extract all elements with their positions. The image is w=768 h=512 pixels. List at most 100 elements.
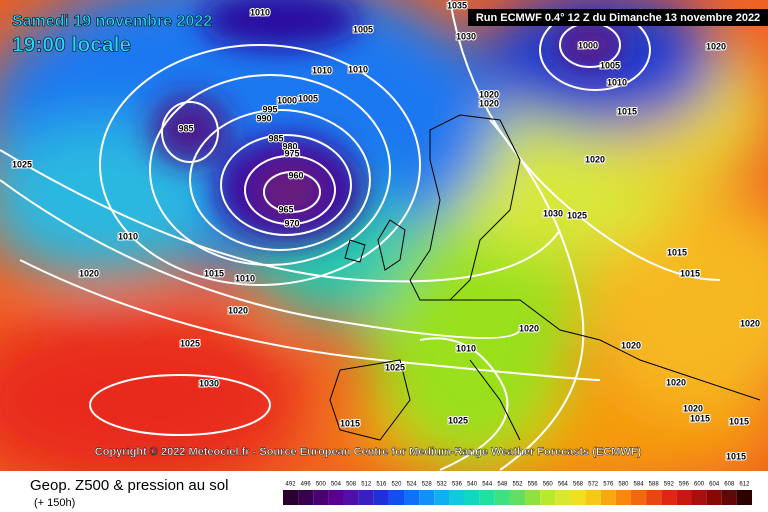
isobar-label: 1005 bbox=[298, 93, 318, 103]
isobar-label: 970 bbox=[284, 218, 299, 228]
isobar-label: 1020 bbox=[479, 89, 499, 99]
isobar-label: 1015 bbox=[726, 451, 746, 461]
forecast-time: 19:00 locale bbox=[12, 34, 131, 57]
isobar-label: 1010 bbox=[235, 273, 255, 283]
colorbar-swatch bbox=[615, 490, 631, 505]
isobar-label: 1005 bbox=[600, 60, 620, 70]
colorbar-tick-label: 560 bbox=[543, 482, 554, 488]
isobar-label: 960 bbox=[288, 170, 303, 180]
isobar-label: 1020 bbox=[228, 305, 248, 315]
colorbar-tick-label: 544 bbox=[482, 482, 493, 488]
colorbar-swatch bbox=[736, 490, 752, 505]
colorbar-swatch bbox=[525, 490, 541, 505]
colorbar-tick-label: 568 bbox=[573, 482, 584, 488]
isobar-label: 985 bbox=[178, 123, 193, 133]
colorbar-tick-label: 504 bbox=[331, 482, 342, 488]
colorbar-swatch bbox=[721, 490, 737, 505]
isobar-label: 1015 bbox=[667, 247, 687, 257]
isobar-label: 1025 bbox=[180, 338, 200, 348]
colorbar-tick-label: 520 bbox=[391, 482, 402, 488]
colorbar-swatch bbox=[328, 490, 344, 505]
isobar-label: 1015 bbox=[204, 268, 224, 278]
isobar-label: 1015 bbox=[340, 418, 360, 428]
colorbar-swatch bbox=[585, 490, 601, 505]
isobar-label: 1030 bbox=[456, 31, 476, 41]
colorbar-swatch bbox=[706, 490, 722, 505]
colorbar-tick-label: 524 bbox=[407, 482, 418, 488]
isobar-label: 1000 bbox=[277, 95, 297, 105]
run-info: Run ECMWF 0.4° 12 Z du Dimanche 13 novem… bbox=[476, 12, 760, 24]
colorbar-tick-label: 584 bbox=[634, 482, 645, 488]
footer-title: Geop. Z500 & pression au sol bbox=[30, 477, 228, 494]
isobar-label: 1030 bbox=[199, 378, 219, 388]
isobar-label: 1000 bbox=[578, 40, 598, 50]
isobar-label: 1015 bbox=[617, 106, 637, 116]
colorbar-tick-label: 508 bbox=[346, 482, 357, 488]
forecast-date: Samedi 19 novembre 2022 bbox=[12, 13, 212, 30]
colorbar-swatch bbox=[388, 490, 405, 505]
colorbar-swatch bbox=[404, 490, 420, 505]
colorbar-swatch bbox=[570, 490, 586, 505]
footer-subtitle: (+ 150h) bbox=[34, 497, 75, 509]
isobar-label: 1020 bbox=[666, 377, 686, 387]
colorbar-swatch bbox=[479, 490, 495, 505]
isobar-label: 1020 bbox=[479, 98, 499, 108]
colorbar-tick-label: 552 bbox=[512, 482, 523, 488]
isobar-label: 1025 bbox=[567, 210, 587, 220]
isobar-label: 1025 bbox=[385, 362, 405, 372]
colorbar-tick-label: 500 bbox=[316, 482, 327, 488]
colorbar-tick-label: 572 bbox=[588, 482, 599, 488]
colorbar-swatch bbox=[358, 490, 374, 505]
isobar-label: 1015 bbox=[729, 416, 749, 426]
colorbar-swatch bbox=[630, 490, 647, 505]
colorbar-swatch bbox=[313, 490, 329, 505]
copyright: Copyright © 2022 Meteociel.fr - Source E… bbox=[95, 446, 642, 458]
colorbar-tick-label: 512 bbox=[361, 482, 372, 488]
colorbar-swatch bbox=[434, 490, 450, 505]
colorbar-tick-label: 612 bbox=[739, 482, 750, 488]
isobar-label: 1020 bbox=[683, 403, 703, 413]
colorbar-swatch bbox=[691, 490, 707, 505]
isobar-label: 1025 bbox=[12, 159, 32, 169]
colorbar-swatch bbox=[600, 490, 616, 505]
isobar-label: 1020 bbox=[585, 154, 605, 164]
colorbar: 492 496 500 504 508 512 516 520 524 528 532 536 540 5… bbox=[283, 482, 752, 505]
colorbar-swatch bbox=[464, 490, 480, 505]
colorbar-swatch bbox=[509, 490, 526, 505]
map-field bbox=[0, 0, 768, 471]
isobar-label: 1020 bbox=[519, 323, 539, 333]
isobar-label: 1010 bbox=[348, 64, 368, 74]
isobar-label: 1020 bbox=[706, 41, 726, 51]
isobar-label: 1020 bbox=[79, 268, 99, 278]
isobar-label: 1010 bbox=[312, 65, 332, 75]
isobar-label: 1010 bbox=[456, 343, 476, 353]
colorbar-tick-label: 548 bbox=[497, 482, 508, 488]
colorbar-swatch bbox=[449, 490, 465, 505]
colorbar-tick-label: 536 bbox=[452, 482, 463, 488]
colorbar-swatch bbox=[298, 490, 314, 505]
colorbar-swatch bbox=[555, 490, 571, 505]
colorbar-swatch bbox=[343, 490, 359, 505]
colorbar-tick-label: 580 bbox=[618, 482, 629, 488]
isobar-label: 1010 bbox=[250, 7, 270, 17]
colorbar-swatch bbox=[373, 490, 389, 505]
isobar-label: 1025 bbox=[448, 415, 468, 425]
colorbar-tick-label: 596 bbox=[679, 482, 690, 488]
colorbar-tick-label: 528 bbox=[422, 482, 433, 488]
colorbar-tick-label: 600 bbox=[694, 482, 705, 488]
isobar-label: 1010 bbox=[607, 77, 627, 87]
isobar-label: 1020 bbox=[621, 340, 641, 350]
colorbar-swatch bbox=[419, 490, 435, 505]
isobar-labels: 1010 1035 1005 1030 1000 1020 1010 1010 1005 1010… bbox=[11, 0, 761, 462]
isobar-label: 990 bbox=[256, 113, 271, 123]
colorbar-swatch bbox=[676, 490, 692, 505]
isobars bbox=[0, 0, 721, 471]
isobar-label: 995 bbox=[262, 104, 277, 114]
colorbar-tick-label: 588 bbox=[649, 482, 660, 488]
isobar-label: 980 bbox=[282, 141, 297, 151]
isobar-label: 1020 bbox=[740, 318, 760, 328]
colorbar-tick-label: 532 bbox=[437, 482, 448, 488]
isobar-label: 1005 bbox=[353, 24, 373, 34]
colorbar-tick-label: 496 bbox=[301, 482, 312, 488]
